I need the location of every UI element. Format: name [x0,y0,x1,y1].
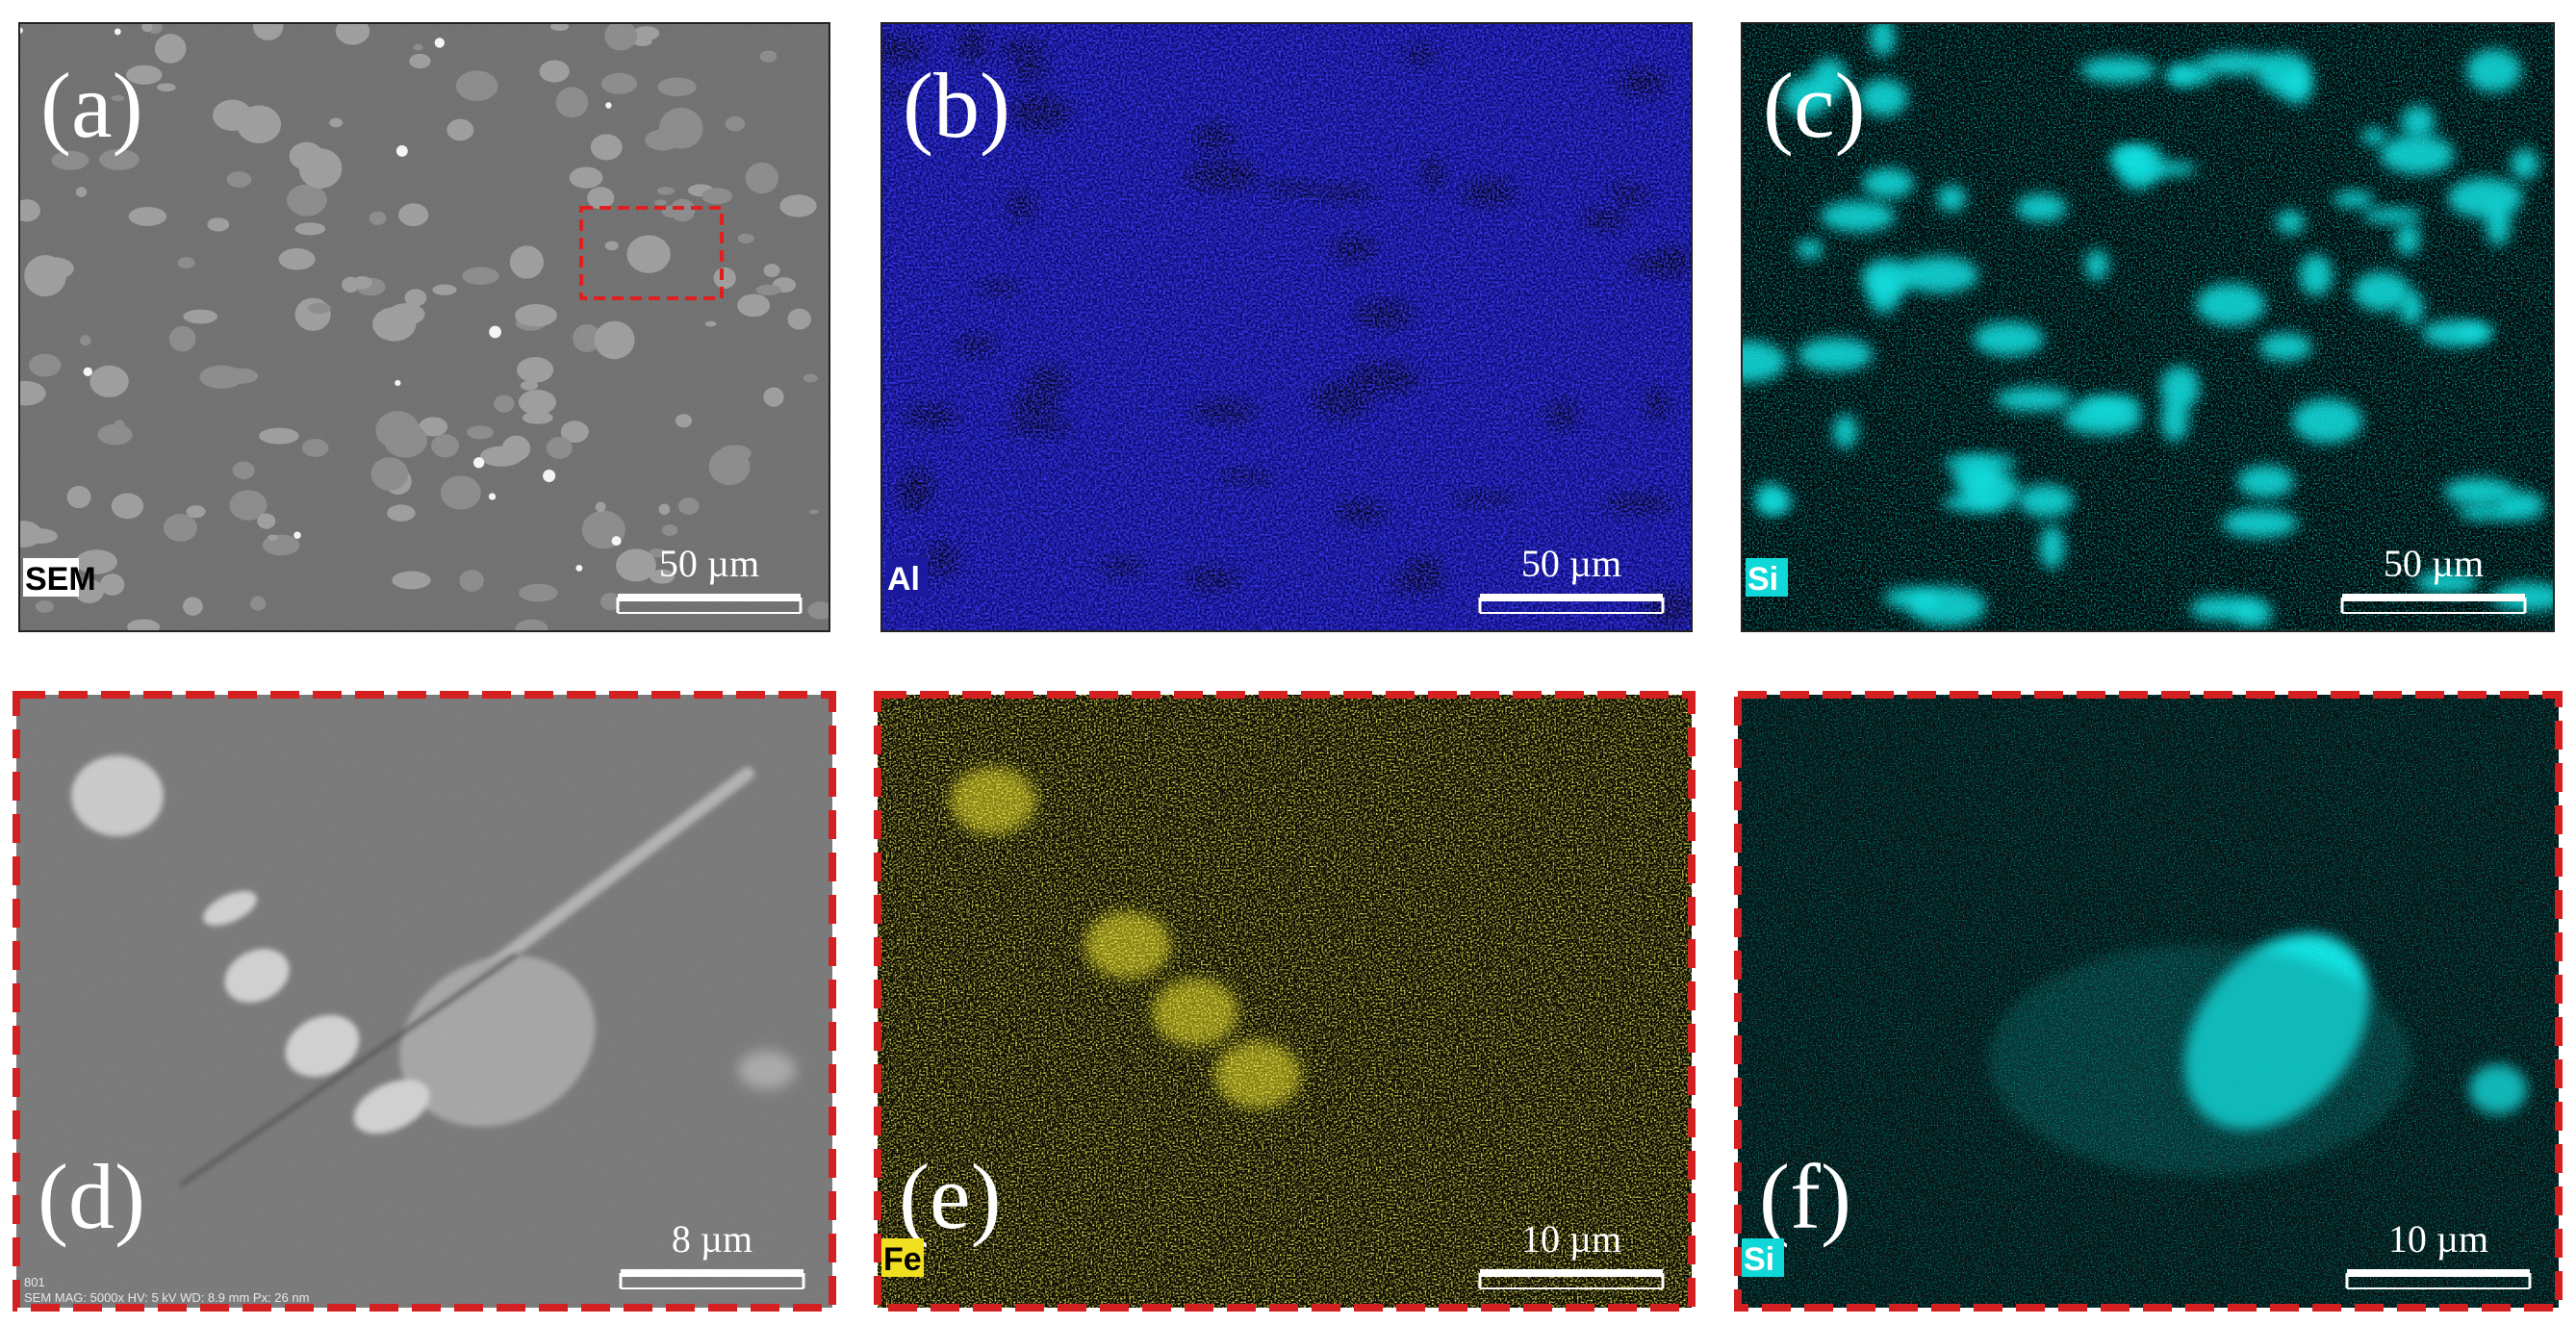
micrograph-panel: (f)Si 10 µm [1738,695,2559,1308]
panel-border [880,22,1693,632]
zoom-border [13,691,836,1312]
scale-bar-label: 50 µm [2384,542,2484,585]
element-tag: Fe [883,1241,922,1278]
element-tag-box [1746,558,1788,597]
scale-bar [2347,1269,2530,1277]
sem-info: SEM MAG: 5000x HV: 5 kV WD: 8.9 mm Px: 2… [24,1290,309,1305]
sem-info: 801 [24,1275,45,1289]
element-tag-box [885,558,928,597]
element-tag: Al [887,561,920,598]
micrograph-panel: (c) Si 50 µm [1742,23,2554,631]
micrograph-panel: (a) SEM 50 µm [19,23,829,631]
element-tag-box [881,1238,924,1277]
noise [881,23,1692,631]
scale-bar-label: 50 µm [659,542,759,585]
zoom-region [579,206,724,300]
scale-bar-label: 8 µm [672,1217,752,1261]
noise [878,695,1692,1308]
element-tag: Si [1744,1241,1774,1278]
panel-border [1741,22,2555,632]
noise [16,695,832,1308]
scale-bar [1480,1269,1663,1277]
panel-label: (e) [899,1145,1002,1248]
zoom-border [1734,691,2563,1312]
element-tag-box [23,558,79,597]
scale-bar [2342,594,2525,601]
noise [1738,695,2559,1308]
scale-bar [621,1269,803,1277]
noise [1742,23,2554,631]
element-tag: SEM [25,561,96,598]
panel-label: (f) [1759,1145,1851,1248]
panel-label: (b) [903,54,1010,157]
element-tag-box [1742,1238,1784,1277]
micrograph-panel: (e)Fe 10 µm [878,695,1692,1308]
panel-label: (d) [38,1145,145,1248]
panel-border [18,22,830,632]
scale-bar [1480,594,1663,601]
zoom-border [874,691,1696,1312]
panel-label: (a) [40,54,143,157]
element-tag: Si [1747,561,1778,598]
scale-bar-label: 50 µm [1521,542,1621,585]
scale-bar-label: 10 µm [1521,1217,1621,1261]
scale-bar-label: 10 µm [2388,1217,2488,1261]
micrograph-panel: (b) Al 50 µm [881,23,1692,631]
panel-label: (c) [1763,54,1866,157]
scale-bar [618,594,801,601]
noise [19,23,829,631]
